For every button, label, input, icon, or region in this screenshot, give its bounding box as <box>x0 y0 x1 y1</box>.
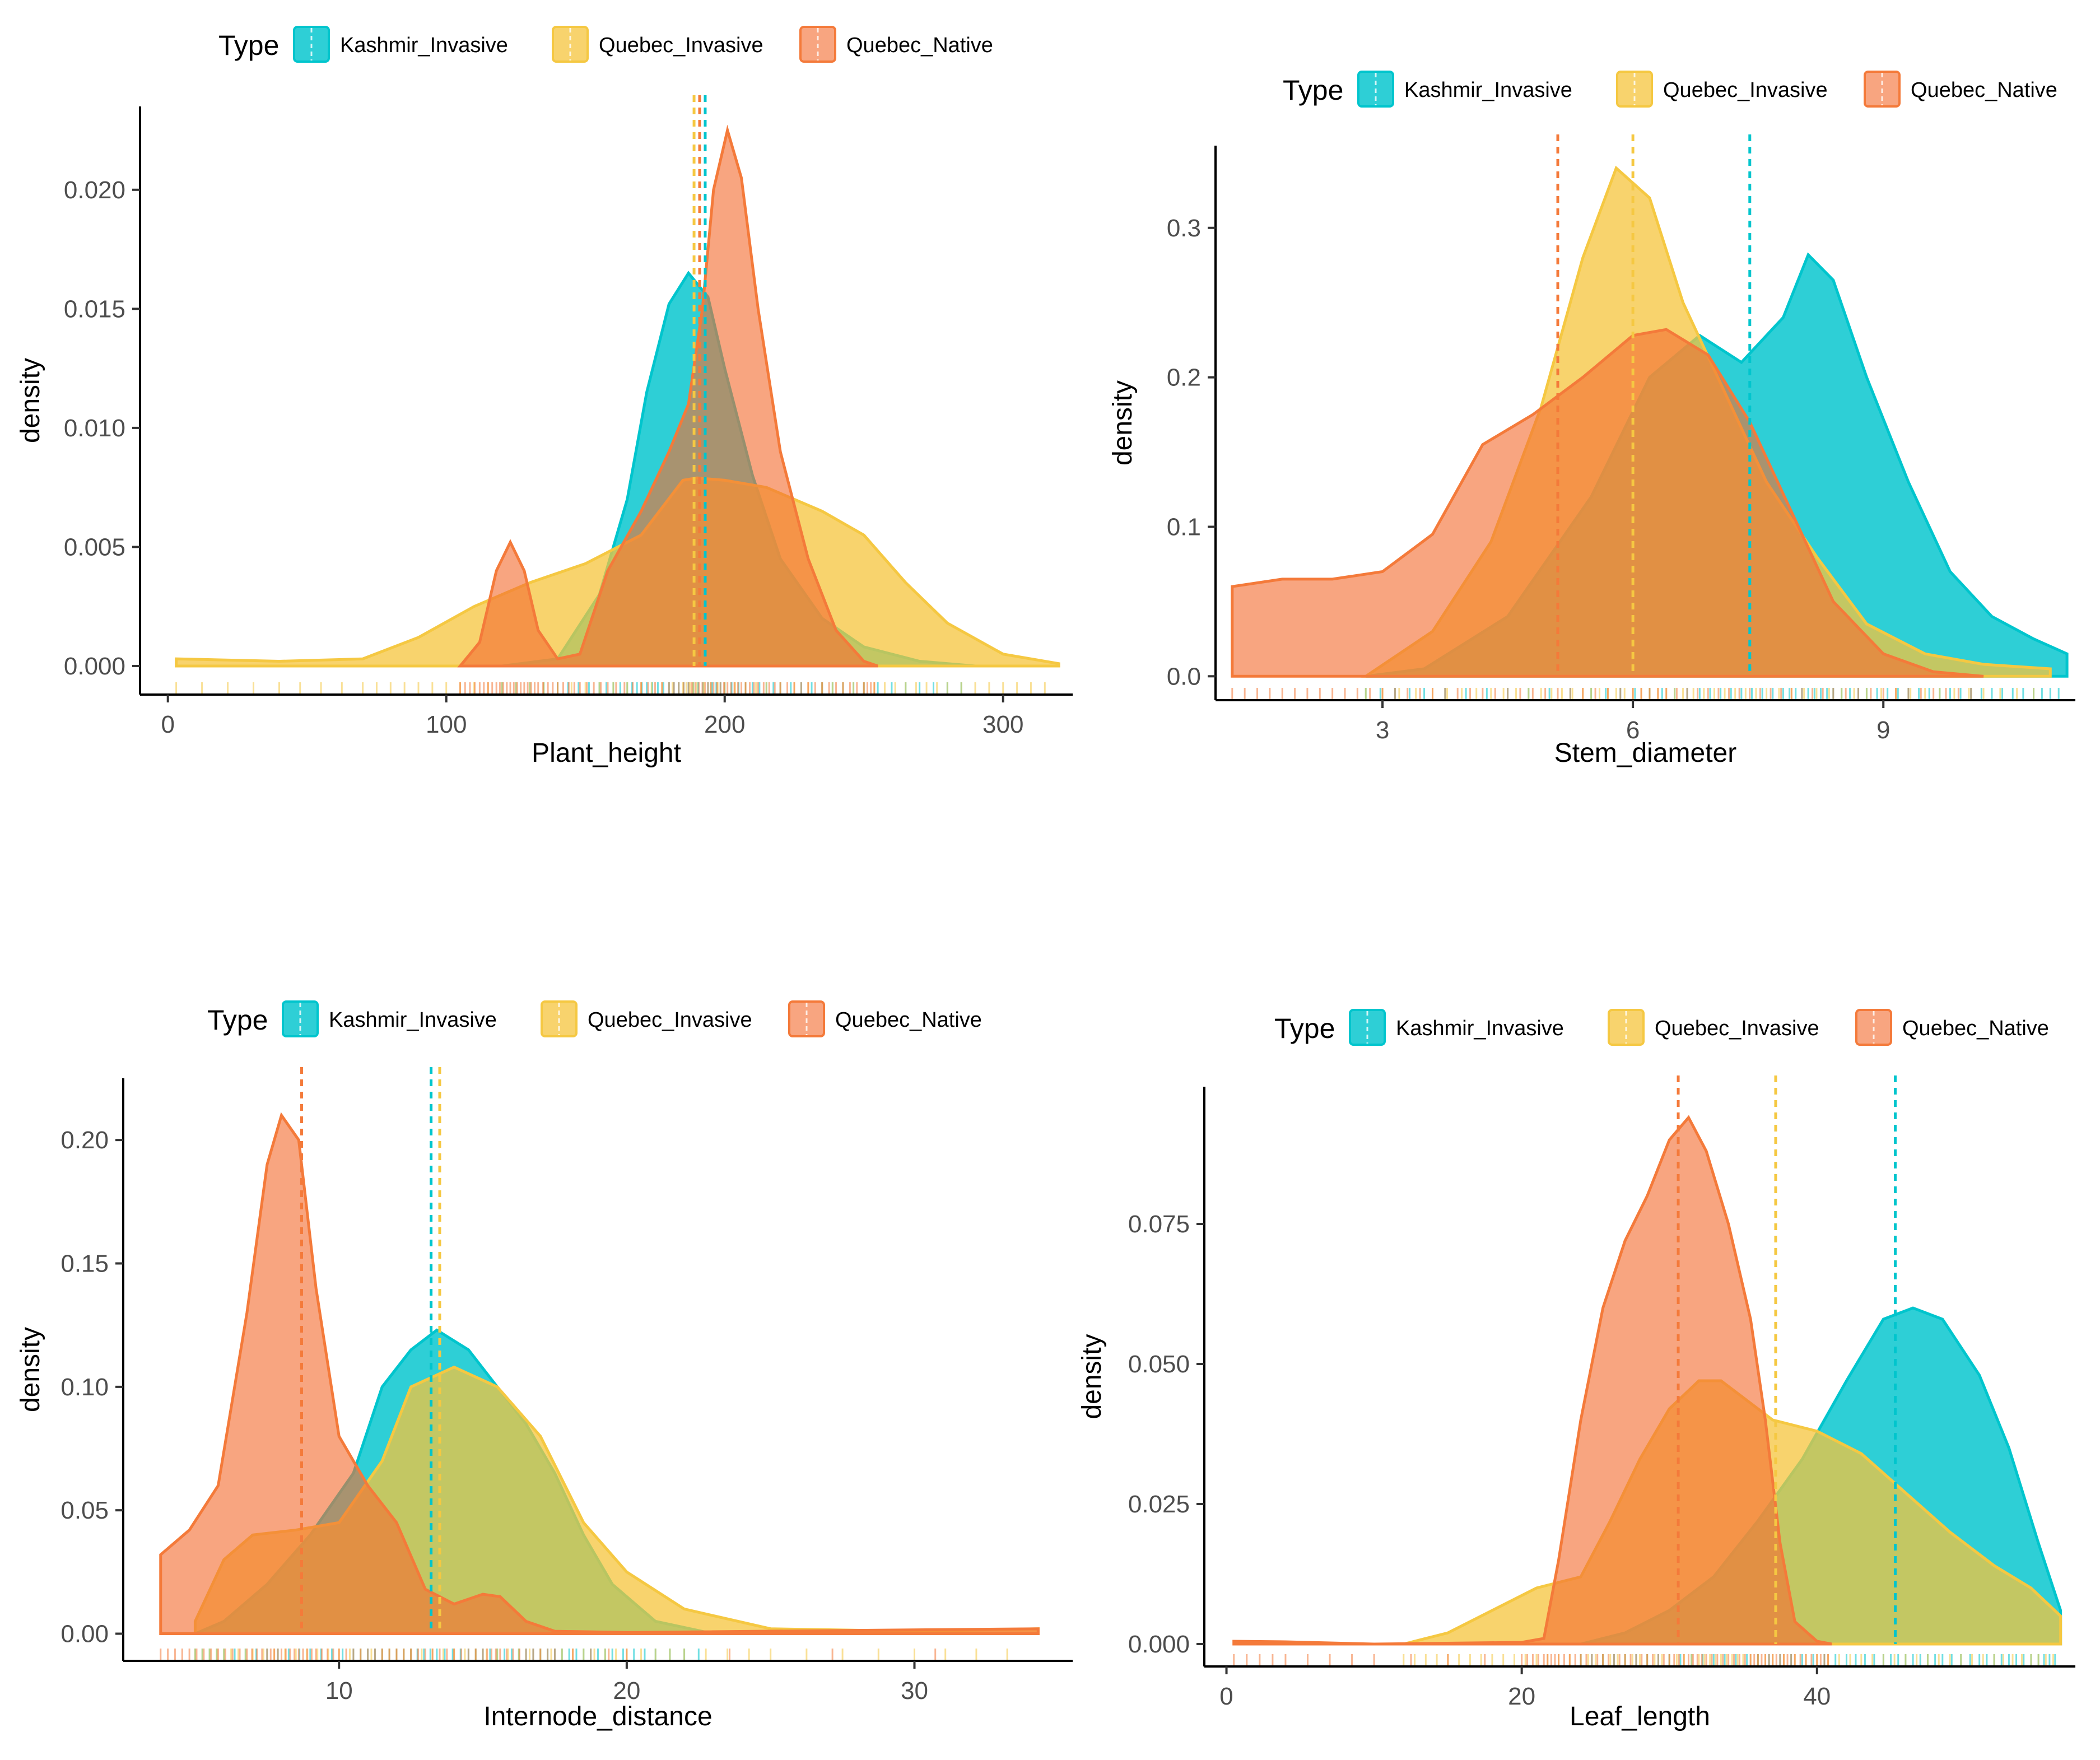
y-tick-label: 0.20 <box>60 1126 109 1154</box>
chart-panel-3: 10 20 30 0.00 0.05 0.10 0.15 0.20 Internode_dist… <box>16 1000 1073 1731</box>
chart-panel-1: 0 100 200 300 0.000 0.005 0.010 0.015 0.020 Plant… <box>16 26 1073 768</box>
x-axis-title: Plant_height <box>532 738 681 768</box>
y-tick-label: 0.075 <box>1128 1210 1190 1238</box>
legend-title: Type <box>207 1004 268 1036</box>
y-tick-label: 0.0 <box>1167 663 1201 690</box>
chart-panel-2: 3 6 9 0.0 0.1 0.2 0.3 Stem_diameter density Type K… <box>1108 71 2075 768</box>
y-axis-title: density <box>16 358 45 443</box>
y-tick-label: 0.005 <box>64 533 125 561</box>
density-area-quebec-native <box>457 124 878 668</box>
legend-label: Kashmir_Invasive <box>1396 1017 1564 1040</box>
density-area-quebec-native <box>159 1112 1040 1636</box>
x-axis-title: Internode_distance <box>483 1702 712 1731</box>
y-tick-label: 0.025 <box>1128 1491 1190 1518</box>
legend: Type Kashmir_Invasive Quebec_Invasive Quebe… <box>1274 1009 2049 1046</box>
y-tick-label: 0.00 <box>60 1621 109 1648</box>
legend: Type Kashmir_Invasive Quebec_Invasive Quebe… <box>1283 71 2057 108</box>
y-tick-label: 0.10 <box>60 1373 109 1401</box>
legend-title: Type <box>218 30 279 61</box>
x-tick-label: 100 <box>426 711 467 738</box>
x-tick-label: 300 <box>983 711 1023 738</box>
x-tick-label: 3 <box>1376 716 1389 744</box>
x-tick-label: 30 <box>901 1677 928 1705</box>
y-tick-label: 0.05 <box>60 1497 109 1524</box>
legend-label: Quebec_Invasive <box>1663 78 1828 102</box>
y-tick-label: 0.020 <box>64 176 125 204</box>
legend-label: Quebec_Invasive <box>1655 1017 1819 1040</box>
legend-label: Quebec_Native <box>1911 78 2057 102</box>
y-tick-label: 0.3 <box>1167 215 1201 242</box>
y-tick-label: 0.15 <box>60 1250 109 1278</box>
x-tick-label: 20 <box>1508 1683 1535 1710</box>
legend-label: Kashmir_Invasive <box>329 1008 497 1032</box>
x-tick-label: 10 <box>325 1677 353 1705</box>
y-tick-label: 0.000 <box>64 653 125 680</box>
x-tick-label: 0 <box>161 711 174 738</box>
legend-label: Kashmir_Invasive <box>1404 78 1572 102</box>
y-tick-label: 0.2 <box>1167 364 1201 392</box>
legend: Type Kashmir_Invasive Quebec_Invasive Quebe… <box>207 1000 982 1037</box>
legend-label: Quebec_Native <box>1902 1017 2049 1040</box>
y-axis-title: density <box>16 1327 45 1412</box>
legend-label: Quebec_Native <box>846 34 993 57</box>
legend-label: Quebec_Native <box>835 1008 982 1032</box>
x-tick-label: 200 <box>704 711 745 738</box>
legend-title: Type <box>1283 75 1343 106</box>
legend-label: Quebec_Invasive <box>599 34 763 57</box>
y-tick-label: 0.050 <box>1128 1351 1190 1378</box>
x-tick-label: 40 <box>1803 1683 1831 1710</box>
x-axis-title: Leaf_length <box>1570 1702 1710 1731</box>
x-axis-title: Stem_diameter <box>1554 738 1736 768</box>
legend-label: Quebec_Invasive <box>588 1008 752 1032</box>
legend-title: Type <box>1274 1013 1335 1044</box>
legend-label: Kashmir_Invasive <box>340 34 508 57</box>
y-tick-label: 0.010 <box>64 415 125 442</box>
y-tick-label: 0.1 <box>1167 513 1201 541</box>
y-axis-title: density <box>1077 1334 1107 1419</box>
x-tick-label: 6 <box>1626 716 1640 744</box>
legend: Type Kashmir_Invasive Quebec_Invasive Quebe… <box>218 26 993 63</box>
chart-panel-4: 0 20 40 0.000 0.025 0.050 0.075 Leaf_length dens… <box>1077 1009 2075 1731</box>
x-tick-label: 9 <box>1877 716 1890 744</box>
y-axis-title: density <box>1108 380 1138 465</box>
y-tick-label: 0.015 <box>64 295 125 323</box>
x-tick-label: 0 <box>1219 1683 1233 1710</box>
y-tick-label: 0.000 <box>1128 1631 1190 1658</box>
x-tick-label: 20 <box>613 1677 640 1705</box>
density-area-quebec-native <box>1232 1115 1832 1646</box>
